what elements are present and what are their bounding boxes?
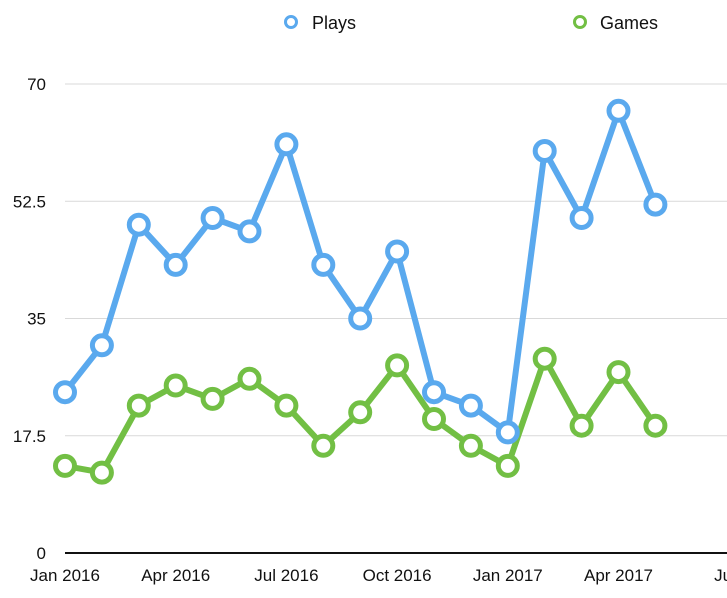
data-point-games[interactable] bbox=[606, 360, 631, 385]
y-tick-label: 52.5 bbox=[13, 192, 46, 211]
legend-item-plays[interactable]: Plays bbox=[284, 13, 357, 33]
data-point-games[interactable] bbox=[200, 386, 225, 411]
data-point-games[interactable] bbox=[385, 353, 410, 378]
data-point-plays[interactable] bbox=[53, 380, 77, 405]
x-tick-label: Oct 2016 bbox=[363, 566, 432, 585]
y-tick-label: 35 bbox=[27, 310, 46, 329]
legend[interactable]: Plays Games bbox=[284, 13, 659, 33]
data-point-games[interactable] bbox=[89, 460, 114, 485]
legend-item-games[interactable]: Games bbox=[573, 13, 659, 33]
data-point-plays[interactable] bbox=[422, 380, 446, 405]
data-point-plays[interactable] bbox=[385, 239, 410, 264]
x-tick-label: Jul 2016 bbox=[254, 566, 318, 585]
data-point-games[interactable] bbox=[495, 453, 520, 478]
legend-label-games: Games bbox=[600, 13, 658, 33]
grid-lines bbox=[65, 83, 727, 437]
data-point-games[interactable] bbox=[458, 433, 483, 458]
data-point-plays[interactable] bbox=[569, 206, 594, 230]
data-point-plays[interactable] bbox=[532, 139, 557, 163]
legend-label-plays: Plays bbox=[312, 13, 356, 33]
series-plays bbox=[53, 98, 668, 445]
data-point-games[interactable] bbox=[274, 393, 299, 418]
y-axis-ticks: 0 17.5 35 52.5 70 bbox=[13, 75, 46, 563]
data-point-plays[interactable] bbox=[89, 333, 114, 358]
x-tick-label: Jan 2017 bbox=[473, 566, 543, 585]
data-point-plays[interactable] bbox=[458, 393, 483, 418]
x-tick-label: July bbox=[714, 566, 727, 585]
data-point-plays[interactable] bbox=[126, 212, 151, 237]
data-point-plays[interactable] bbox=[274, 132, 299, 157]
legend-marker-plays bbox=[284, 15, 298, 29]
series-games bbox=[53, 346, 668, 485]
data-point-plays[interactable] bbox=[643, 192, 668, 217]
series-line-plays bbox=[62, 107, 659, 436]
data-point-plays[interactable] bbox=[237, 219, 262, 244]
data-point-games[interactable] bbox=[126, 393, 151, 418]
data-point-games[interactable] bbox=[163, 373, 188, 398]
x-tick-label: Apr 2016 bbox=[141, 566, 210, 585]
data-point-plays[interactable] bbox=[606, 98, 631, 123]
data-point-games[interactable] bbox=[237, 366, 262, 391]
data-point-plays[interactable] bbox=[163, 252, 188, 277]
data-point-plays[interactable] bbox=[200, 206, 225, 230]
legend-marker-games bbox=[573, 15, 587, 29]
x-tick-label: Apr 2017 bbox=[584, 566, 653, 585]
y-tick-label: 0 bbox=[37, 544, 46, 563]
x-axis-ticks: Jan 2016 Apr 2016 Jul 2016 Oct 2016 Jan 2017… bbox=[30, 566, 727, 585]
x-tick-label: Jan 2016 bbox=[30, 566, 100, 585]
y-tick-label: 70 bbox=[27, 75, 46, 94]
data-point-plays[interactable] bbox=[348, 306, 373, 331]
data-point-games[interactable] bbox=[422, 407, 446, 431]
y-tick-label: 17.5 bbox=[13, 427, 46, 446]
data-point-games[interactable] bbox=[569, 413, 594, 438]
data-point-plays[interactable] bbox=[311, 252, 336, 277]
data-point-plays[interactable] bbox=[495, 420, 520, 445]
data-point-games[interactable] bbox=[348, 400, 373, 425]
data-point-games[interactable] bbox=[311, 433, 336, 458]
data-point-games[interactable] bbox=[643, 413, 668, 438]
data-point-games[interactable] bbox=[53, 453, 77, 478]
data-point-games[interactable] bbox=[532, 346, 557, 371]
